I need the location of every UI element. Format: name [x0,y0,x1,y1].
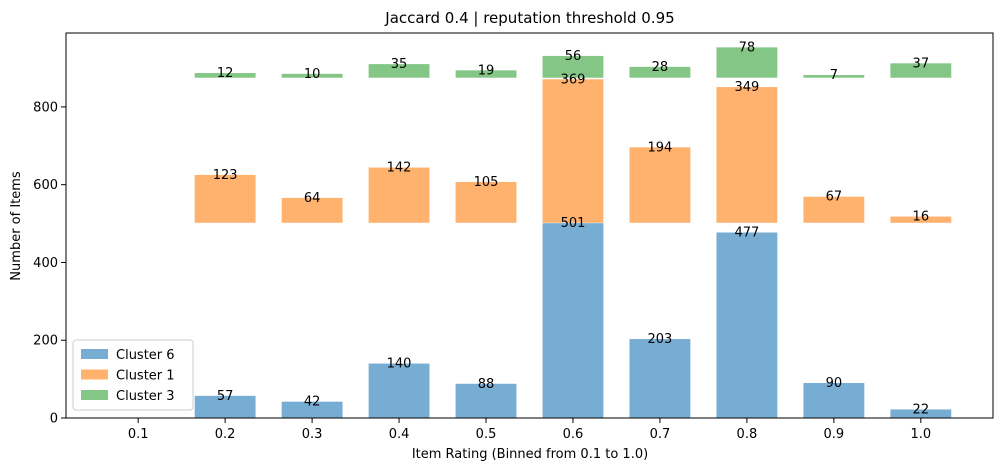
x-tick-label: 0.1 [128,427,149,442]
data-label-series3-cat-0.7: 28 [652,60,669,75]
data-label-series3-cat-0.6: 56 [565,49,582,64]
bar-series3-cat-0.2 [194,73,256,78]
data-label-series3-cat-0.2: 12 [217,66,234,81]
bar-series3-cat-0.9 [803,75,865,78]
data-label-series1-cat-0.2: 57 [217,389,234,404]
data-label-series2-cat-0.7: 194 [648,140,673,155]
bar-series1-cat-0.4 [368,363,430,418]
x-tick-label: 0.2 [215,427,236,442]
bar-series1-cat-0.8 [716,232,778,418]
legend-label-series1: Cluster 6 [116,348,175,363]
legend-swatch-series2 [81,369,108,380]
bar-series2-cat-0.7 [629,147,691,223]
x-tick-label: 0.9 [824,427,845,442]
bar-series3-cat-0.3 [281,73,343,78]
bar-series3-cat-0.4 [368,64,430,78]
legend-swatch-series3 [81,390,108,400]
data-label-series1-cat-0.6: 501 [561,216,586,231]
bar-series2-cat-0.5 [455,181,517,223]
y-tick-label: 600 [33,178,58,193]
chart-title: Jaccard 0.4 | reputation threshold 0.95 [384,9,674,27]
data-label-series2-cat-0.6: 369 [561,72,586,87]
data-label-series2-cat-0.9: 67 [826,190,843,205]
y-tick-label: 800 [33,100,58,115]
data-label-series2-cat-0.4: 142 [387,161,412,176]
legend-label-series3: Cluster 3 [116,389,175,404]
data-label-series1-cat-1.0: 22 [913,402,930,417]
data-label-series1-cat-0.9: 90 [826,376,843,391]
x-tick-label: 0.5 [476,427,497,442]
y-axis: 0 200 400 600 800 [33,100,66,427]
bar-series2-cat-0.9 [803,196,865,223]
data-label-series3-cat-0.8: 78 [739,40,756,55]
x-tick-label: 0.6 [563,427,584,442]
bar-series2-cat-1.0 [890,216,952,223]
bar-series1-cat-0.7 [629,339,691,418]
legend: Cluster 6 Cluster 1 Cluster 3 [72,339,194,411]
x-axis-label: Item Rating (Binned from 0.1 to 1.0) [412,447,648,462]
bar-series3-cat-1.0 [890,63,952,78]
x-tick-label: 0.8 [737,427,758,442]
data-label-series1-cat-0.3: 42 [304,395,321,410]
bar-series2-cat-0.6 [542,79,604,223]
plot-frame [65,32,994,419]
x-tick-label: 0.7 [650,427,671,442]
data-label-series1-cat-0.4: 140 [387,357,412,372]
bar-series2-cat-0.3 [281,197,343,223]
y-axis-label: Number of Items [9,171,24,281]
data-label-series3-cat-0.5: 19 [478,63,495,78]
bar-series1-cat-0.9 [803,383,865,418]
y-tick-label: 0 [50,412,58,427]
data-label-series1-cat-0.8: 477 [734,226,759,241]
bar-series2-cat-0.4 [368,167,430,223]
bar-series1-cat-1.0 [890,409,952,418]
bar-series1-cat-0.6 [542,223,604,418]
data-label-series3-cat-0.3: 10 [304,67,321,82]
bar-series3-cat-0.6 [542,55,604,78]
bar-series3-cat-0.8 [716,47,778,78]
data-label-series2-cat-1.0: 16 [913,210,930,225]
data-label-series2-cat-0.5: 105 [474,175,499,190]
x-tick-label: 1.0 [910,427,931,442]
bar-series3-cat-0.5 [455,70,517,78]
bar-series3-cat-0.7 [629,66,691,78]
bar-series1-cat-0.5 [455,383,517,418]
data-label-series3-cat-1.0: 37 [913,56,930,71]
data-label-series1-cat-0.5: 88 [478,377,495,392]
data-label-series2-cat-0.2: 123 [213,168,238,183]
data-label-series3-cat-0.9: 7 [830,68,838,83]
bar-series1-cat-0.2 [194,395,256,418]
bar-series2-cat-0.2 [194,174,256,223]
legend-swatch-series1 [81,349,108,359]
y-tick-label: 200 [33,334,58,349]
x-tick-label: 0.4 [389,427,410,442]
x-axis: 0.1 0.2 0.3 0.4 0.5 0.6 0.7 0.8 0.9 1.0 [128,418,931,442]
bar-series1-cat-0.3 [281,401,343,418]
x-tick-label: 0.3 [302,427,323,442]
bar-series2-cat-0.8 [716,87,778,223]
data-label-series1-cat-0.7: 203 [648,332,673,347]
legend-label-series2: Cluster 1 [116,369,175,384]
data-label-series3-cat-0.4: 35 [391,57,408,72]
bars-layer [194,47,952,418]
data-labels-layer: 57 42 140 88 501 203 477 90 22 123 64 142 105 369 194 3… [213,40,929,417]
data-label-series2-cat-0.8: 349 [734,80,759,95]
data-label-series2-cat-0.3: 64 [304,191,321,206]
y-tick-label: 400 [33,256,58,271]
